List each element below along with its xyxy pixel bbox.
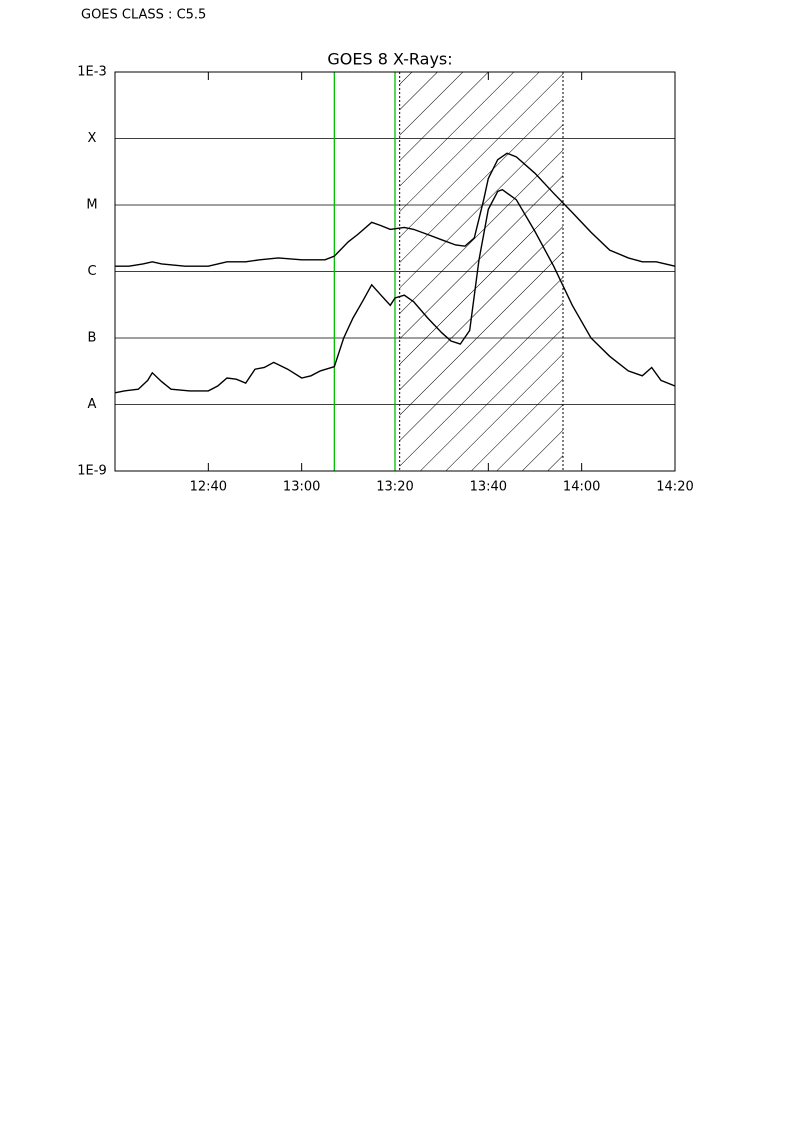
x-tick-label: 14:00 [563, 480, 600, 495]
chart-title: GOES 8 X-Rays: [327, 50, 452, 69]
y-tick-label: B [88, 331, 97, 346]
y-tick-label: M [86, 198, 97, 213]
flux-line [114, 188, 676, 394]
header: GOES CLASS : C5.5 [81, 8, 206, 23]
y-tick-label: 1E-9 [77, 464, 106, 479]
x-tick-label: 14:20 [656, 480, 693, 495]
y-tick-label: 1E-3 [77, 65, 106, 80]
plot-frame [114, 71, 676, 472]
x-tick-label: 13:20 [376, 480, 413, 495]
x-tick-label: 12:40 [190, 480, 227, 495]
flux-line [115, 152, 676, 267]
x-tick-label: 13:00 [283, 480, 320, 495]
y-tick-label: A [88, 397, 97, 412]
y-tick-label: C [87, 264, 96, 279]
y-tick-label: X [88, 131, 97, 146]
x-tick-label: 13:40 [470, 480, 507, 495]
